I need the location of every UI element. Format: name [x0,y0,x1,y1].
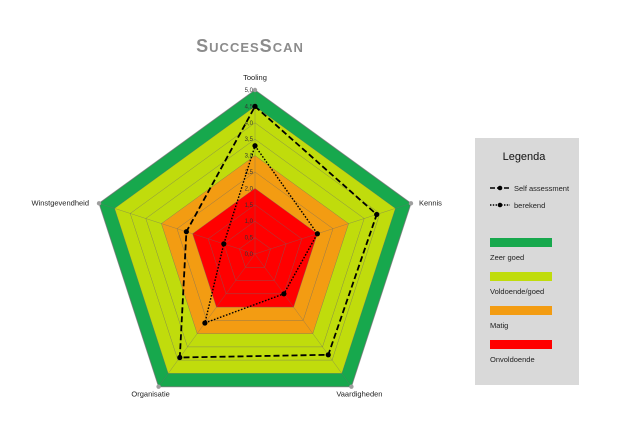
legend-swatch-voldoende-goed [490,272,552,281]
tick-label: 1,5 [245,203,254,209]
radar-axes [96,87,414,389]
tick-label: 2,0 [245,186,254,192]
tick-label: 4,0 [245,121,254,127]
legend-label-zeer-goed: Zeer goed [490,253,524,262]
data-series [177,103,380,361]
axis-label-winstgevendheid: Winstgevendheid [31,198,89,207]
legend-title: Legenda [503,151,547,163]
grid-ring [192,188,318,308]
legend-label-self-assessment: Self assessment [514,184,570,193]
legend-marker [497,202,503,208]
axis-label-kennis: Kennis [419,198,442,207]
tick-label: 5,0 [245,88,254,94]
tick-label: 0,5 [245,236,254,242]
tick-label: 1,0 [245,219,254,225]
data-point-berekend-kennis [314,231,320,237]
series-line-berekend [203,144,319,325]
axis-end-marker [408,201,414,206]
legend-swatch-matig [490,306,552,315]
axis-label-tooling: Tooling [243,73,267,82]
grid-ring [145,138,365,348]
axis-end-marker [349,384,354,389]
grid-ring [223,220,287,281]
data-point-self-assessment-tooling [252,103,258,109]
legend-label-voldoende-goed: Voldoende/goed [490,287,544,296]
grid-ring [98,89,412,388]
legend: Legenda Self assessment berekend Zeer goed… [475,138,579,385]
grid-ring [207,204,303,295]
radial-tick-labels: 0,0 0,5 1,0 1,5 2,0 2,5 3,0 3,5 4,0 4,5 5,0 [245,88,254,258]
tick-label: 3,0 [245,154,254,160]
tick-label: 0,0 [245,252,254,258]
axis-end-marker [96,201,102,206]
data-point-self-assessment-vaardigheden [325,352,331,358]
tick-label: 2,5 [245,170,254,176]
axis-spoke [98,203,256,255]
axis-end-marker [156,384,161,389]
axis-label-vaardigheden: Vaardigheden [336,390,382,399]
axis-spoke [254,253,352,387]
data-point-berekend-winstgevendheid [221,241,227,247]
legend-swatch-zeer-goed [490,238,552,247]
data-point-berekend-tooling [252,143,258,149]
legend-label-matig: Matig [490,321,508,330]
tick-label: 3,5 [245,137,254,143]
axis-end-marker [252,87,258,93]
data-point-self-assessment-kennis [374,211,380,218]
data-point-berekend-organisatie [202,320,208,326]
axis-spoke [158,253,256,387]
data-point-self-assessment-winstgevendheid [183,229,189,235]
data-point-berekend-vaardigheden [281,291,287,297]
legend-swatch-onvoldoende [490,340,552,349]
grid-ring [161,155,349,334]
legend-marker [497,185,503,191]
grid-ring [114,106,396,374]
legend-label-onvoldoende: Onvoldoende [490,355,535,364]
tick-label: 4,5 [245,104,254,110]
chart-title: SUCCESSCAN [196,36,304,56]
legend-label-berekend: berekend [514,201,545,210]
series-line-self-assessment [178,104,378,359]
grid-ring [176,171,334,321]
data-point-self-assessment-organisatie [177,354,183,361]
axis-labels: Tooling Kennis Vaardigheden Organisatie Wins… [31,73,442,399]
axis-spoke [254,203,412,255]
grid-ring [239,237,271,268]
axis-label-organisatie: Organisatie [131,390,169,399]
